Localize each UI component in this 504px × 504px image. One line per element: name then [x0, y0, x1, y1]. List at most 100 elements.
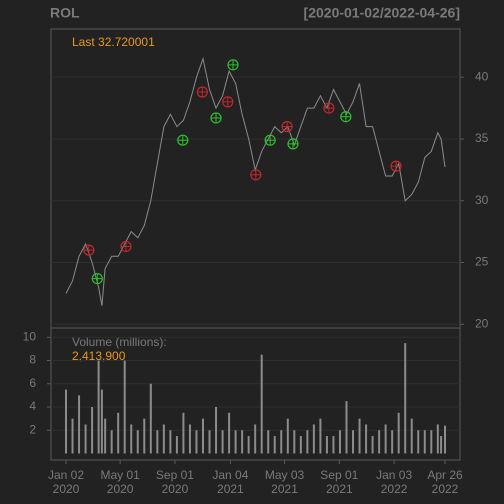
volume-bar — [136, 430, 139, 454]
volume-bar — [293, 430, 296, 454]
volume-bar — [260, 354, 263, 454]
signal-marker — [222, 96, 234, 108]
volume-bar — [91, 407, 94, 454]
y-tick-label: 40 — [475, 69, 489, 83]
x-tick-label: Jan 03 — [376, 468, 412, 482]
volume-bar — [299, 436, 302, 454]
volume-bar — [423, 430, 426, 454]
marker-cross — [288, 138, 299, 149]
y-tick-label: 20 — [475, 316, 489, 330]
signal-marker — [323, 102, 335, 114]
signal-marker — [287, 138, 299, 150]
marker-cross — [250, 169, 261, 180]
chart-subtitle: [2020-01-02/2022-04-26] — [304, 5, 460, 21]
x-tick-label: 2022 — [381, 482, 408, 496]
marker-cross — [222, 96, 233, 107]
x-tick-label: 2022 — [432, 482, 459, 496]
volume-bar — [182, 412, 185, 454]
volume-bar — [65, 389, 68, 454]
marker-cross — [323, 103, 334, 114]
x-tick-label: May 01 — [100, 468, 140, 482]
marker-cross — [92, 273, 103, 284]
volume-bar — [404, 343, 407, 454]
marker-cross — [282, 121, 293, 132]
volume-bar — [208, 430, 211, 454]
volume-bar — [104, 418, 107, 454]
signal-marker — [210, 112, 222, 124]
volume-title: Volume (millions): — [72, 335, 167, 349]
volume-bar — [358, 418, 361, 454]
x-tick-label: Jan 04 — [212, 468, 248, 482]
volume-bar — [247, 436, 250, 454]
volume-bar — [188, 424, 191, 454]
volume-bar — [436, 424, 439, 454]
x-tick-label: Apr 26 — [427, 468, 463, 482]
volume-bar — [97, 360, 100, 454]
x-tick-label: 2020 — [53, 482, 80, 496]
signal-marker — [227, 59, 239, 71]
volume-bar — [319, 418, 322, 454]
volume-bar — [280, 430, 283, 454]
y-tick-label: 35 — [475, 131, 489, 145]
volume-bar — [338, 430, 341, 454]
volume-bar — [234, 430, 237, 454]
y-tick-label: 6 — [29, 376, 36, 390]
volume-bar — [169, 430, 172, 454]
volume-bar — [241, 430, 244, 454]
marker-cross — [121, 241, 132, 252]
signal-marker — [177, 134, 189, 146]
marker-cross — [265, 135, 276, 146]
signal-marker — [264, 134, 276, 146]
x-tick-label: 2020 — [162, 482, 189, 496]
volume-bar — [228, 412, 231, 454]
volume-bar — [312, 424, 315, 454]
signal-marker — [120, 240, 132, 253]
signal-marker — [250, 169, 262, 181]
volume-bar — [325, 436, 328, 454]
x-tick-label: May 03 — [265, 468, 305, 482]
marker-cross — [391, 161, 402, 172]
volume-bar — [143, 418, 146, 454]
volume-bar — [391, 430, 394, 454]
volume-bar — [430, 430, 433, 454]
x-tick-label: 2021 — [217, 482, 244, 496]
volume-bar — [215, 407, 218, 454]
volume-bar — [195, 430, 198, 454]
volume-bar — [384, 424, 387, 454]
signal-marker — [281, 121, 293, 133]
volume-bar — [306, 430, 309, 454]
volume-bar — [71, 418, 74, 454]
volume-bar — [78, 395, 81, 454]
x-tick-label: 2021 — [271, 482, 298, 496]
volume-bar — [267, 430, 270, 454]
marker-cross — [83, 245, 94, 256]
x-tick-label: 2020 — [107, 482, 134, 496]
volume-bar — [117, 412, 120, 454]
signal-marker — [91, 272, 103, 285]
chart-title: ROL — [50, 5, 80, 21]
y-tick-label: 30 — [475, 193, 489, 207]
x-tick-label: Sep 01 — [156, 468, 194, 482]
volume-bar — [84, 424, 87, 454]
signal-marker — [83, 244, 95, 256]
last-annotation: Last 32.720001 — [72, 35, 155, 49]
volume-bar — [156, 430, 159, 454]
volume-bar — [130, 424, 133, 454]
volume-bar — [100, 389, 103, 454]
y-tick-label: 25 — [475, 255, 489, 269]
volume-bar — [371, 436, 374, 454]
volume-bar — [443, 425, 446, 454]
volume-bar — [201, 418, 204, 454]
volume-bar — [417, 430, 420, 454]
volume-bar — [254, 424, 257, 454]
volume-bar — [378, 430, 381, 454]
marker-cross — [340, 111, 351, 122]
volume-bar — [110, 430, 113, 454]
volume-bar — [123, 360, 126, 454]
volume-bar — [410, 418, 413, 454]
volume-bar — [149, 383, 152, 454]
x-tick-label: Jan 02 — [48, 468, 84, 482]
volume-bar — [175, 436, 178, 454]
marker-cross — [227, 59, 238, 70]
